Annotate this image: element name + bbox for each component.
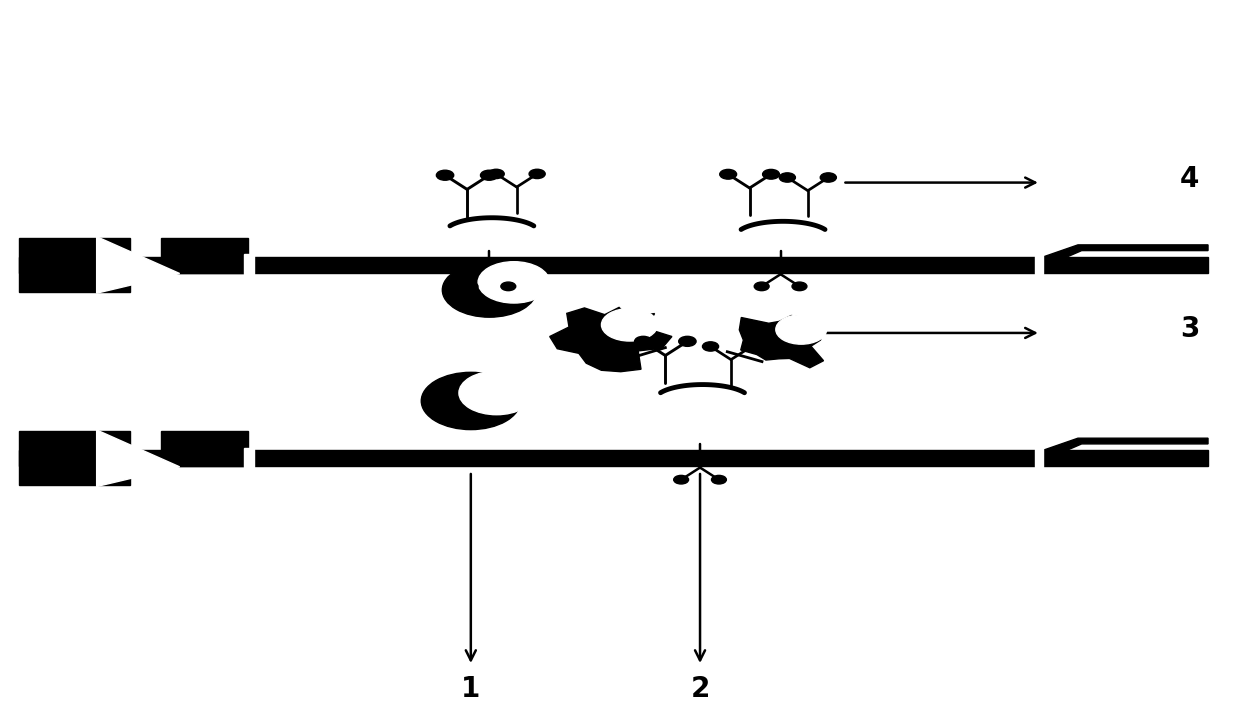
Circle shape [711, 475, 726, 484]
Circle shape [720, 170, 737, 179]
Circle shape [679, 337, 696, 347]
Circle shape [436, 170, 453, 180]
Circle shape [762, 170, 779, 179]
Polygon shape [97, 430, 180, 487]
Text: 4: 4 [1180, 165, 1199, 193]
Circle shape [442, 263, 536, 317]
Polygon shape [550, 307, 672, 372]
Polygon shape [161, 431, 248, 466]
Polygon shape [97, 237, 180, 294]
Circle shape [601, 309, 658, 341]
Circle shape [529, 169, 545, 178]
Circle shape [634, 337, 652, 347]
Circle shape [458, 371, 534, 415]
Circle shape [501, 282, 515, 291]
Circle shape [481, 170, 498, 180]
Circle shape [478, 261, 550, 303]
Circle shape [703, 342, 719, 351]
Text: 3: 3 [1180, 315, 1199, 344]
FancyBboxPatch shape [19, 257, 1208, 273]
Circle shape [792, 282, 807, 291]
Text: 1: 1 [461, 674, 481, 703]
Text: 2: 2 [690, 674, 710, 703]
Circle shape [488, 169, 504, 178]
FancyBboxPatch shape [1035, 254, 1043, 294]
FancyBboxPatch shape [1035, 448, 1043, 487]
Circle shape [421, 372, 520, 430]
Polygon shape [161, 238, 248, 273]
Polygon shape [1041, 438, 1208, 459]
Circle shape [779, 173, 795, 182]
Circle shape [820, 173, 836, 182]
Circle shape [463, 282, 478, 291]
Circle shape [743, 342, 760, 351]
FancyBboxPatch shape [19, 431, 130, 485]
Circle shape [674, 475, 689, 484]
FancyBboxPatch shape [19, 238, 130, 292]
Circle shape [776, 315, 826, 344]
FancyBboxPatch shape [19, 450, 1208, 466]
FancyBboxPatch shape [244, 254, 254, 294]
Polygon shape [740, 316, 824, 368]
Polygon shape [1041, 245, 1208, 266]
FancyBboxPatch shape [244, 448, 254, 487]
Circle shape [755, 282, 769, 291]
